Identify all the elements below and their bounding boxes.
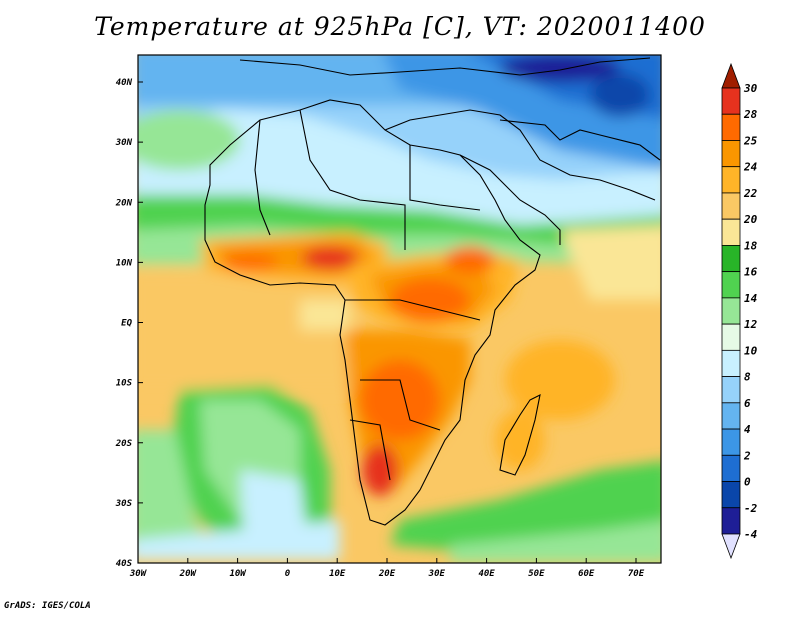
colorbar-label: 25 <box>743 134 758 147</box>
colorbar-label: 30 <box>743 82 758 95</box>
coastlines <box>204 57 661 526</box>
colorbar-swatch <box>721 349 741 377</box>
colorbar-label: 16 <box>744 266 758 279</box>
colorbar-swatch <box>721 271 741 299</box>
colorbar-label: 20 <box>743 213 758 226</box>
colorbar-label: 10 <box>744 344 758 357</box>
colorbar-swatch <box>721 376 741 404</box>
lat-tick-label: 10S <box>116 379 133 389</box>
temperature-field <box>138 55 661 563</box>
colorbar-swatch <box>721 87 741 115</box>
colorbar-swatch <box>721 140 741 168</box>
colorbar-label: 24 <box>743 161 758 174</box>
lat-tick-label: 40N <box>116 78 133 88</box>
lon-tick-label: 30W <box>129 569 148 579</box>
lon-tick-label: 70E <box>628 569 645 579</box>
lon-tick-label: 0 <box>285 569 291 579</box>
colorbar-label: -4 <box>744 528 758 541</box>
colorbar-label: 12 <box>744 318 758 331</box>
colorbar-swatch <box>721 402 741 430</box>
lon-tick-label: 50E <box>528 569 545 579</box>
lon-tick-label: 10E <box>329 569 346 579</box>
colorbar-label: 22 <box>743 187 758 200</box>
colorbar-label: 2 <box>743 449 751 462</box>
colorbar-swatch <box>721 454 741 482</box>
colorbar-swatch <box>721 323 741 351</box>
map-title: Temperature at 925hPa [C], VT: 202001140… <box>94 12 706 41</box>
lat-tick-label: EQ <box>121 319 132 329</box>
colorbar-swatch <box>721 166 741 194</box>
latitude-axis: 40N 30N 20N 10N EQ 10S 20S 30S 40S <box>115 78 143 569</box>
lat-tick-label: 30N <box>115 138 133 148</box>
lon-tick-label: 30E <box>428 569 446 579</box>
colorbar-swatch <box>721 428 741 456</box>
colorbar-max-arrow <box>721 62 741 89</box>
colorbar-label: 8 <box>744 371 751 384</box>
lat-tick-label: 10N <box>116 258 133 268</box>
lat-tick-label: 20S <box>115 439 133 449</box>
colorbar-min-arrow <box>721 533 741 560</box>
colorbar-label: 4 <box>744 423 751 436</box>
colorbar-label: 18 <box>744 239 758 252</box>
lon-tick-label: 20E <box>378 569 396 579</box>
colorbar-label: -2 <box>744 502 758 515</box>
map-frame <box>137 54 662 564</box>
colorbar-swatch <box>721 245 741 273</box>
lat-tick-label: 30S <box>115 499 133 509</box>
colorbar-swatch <box>721 507 741 535</box>
colorbar-label: 0 <box>744 476 751 489</box>
lon-tick-label: 40E <box>478 569 495 579</box>
lon-tick-label: 10W <box>229 569 247 579</box>
lon-tick-label: 20W <box>179 569 198 579</box>
longitude-axis: 30W 20W 10W 0 10E 20E 30E 40E 50E 60E 70E <box>129 558 645 579</box>
lon-tick-label: 60E <box>578 569 595 579</box>
colorbar-label: 14 <box>744 292 758 305</box>
colorbar-swatch <box>721 113 741 141</box>
colorbar-swatch <box>721 218 741 246</box>
colorbar-label: 6 <box>744 397 751 410</box>
colorbar-swatch <box>721 481 741 509</box>
grads-credit: GrADS: IGES/COLA <box>4 601 91 611</box>
colorbar-swatch <box>721 297 741 325</box>
colorbar-swatch <box>721 192 741 220</box>
lat-tick-label: 20N <box>115 198 133 208</box>
colorbar-label: 28 <box>743 108 758 121</box>
lat-tick-label: 40S <box>116 559 133 569</box>
